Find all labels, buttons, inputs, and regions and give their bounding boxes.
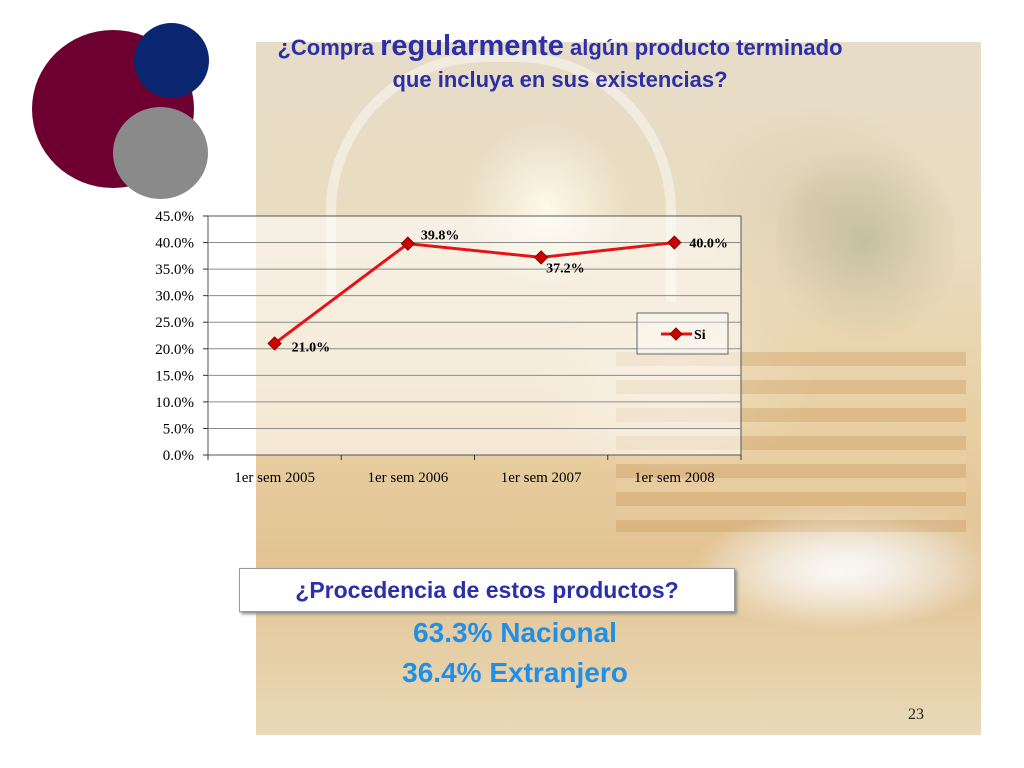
stat-label: Nacional bbox=[500, 617, 617, 648]
legend: Si bbox=[636, 312, 729, 355]
x-tick-label: 1er sem 2006 bbox=[367, 470, 448, 486]
series-si: 21.0% 39.8% 37.2% 40.0% bbox=[267, 229, 728, 355]
y-tick-label: 15.0% bbox=[155, 368, 194, 384]
slide-title: ¿Compra regularmente algún producto term… bbox=[190, 30, 930, 96]
y-tick-label: 35.0% bbox=[155, 262, 194, 278]
y-axis-ticks: 0.0% 5.0% 10.0% 15.0% 20.0% 25.0% 30.0% 35.0% 40… bbox=[155, 209, 208, 464]
background-plant bbox=[776, 132, 956, 352]
title-pre: ¿Compra bbox=[277, 35, 374, 60]
decor-circle-gray bbox=[113, 107, 208, 199]
question-box: ¿Procedencia de estos productos? bbox=[239, 568, 735, 612]
data-point-marker bbox=[533, 250, 549, 265]
legend-label: Si bbox=[694, 328, 706, 343]
y-tick-label: 30.0% bbox=[155, 289, 194, 305]
y-tick-label: 25.0% bbox=[155, 315, 194, 331]
x-tick-label: 1er sem 2007 bbox=[501, 470, 582, 486]
page-number: 23 bbox=[908, 706, 924, 723]
question-text: ¿Procedencia de estos productos? bbox=[295, 576, 679, 603]
stat-nacional: 63.3% Nacional bbox=[330, 617, 700, 649]
y-tick-label: 10.0% bbox=[155, 395, 194, 411]
background-rug bbox=[686, 512, 981, 632]
title-line-2: que incluya en sus existencias? bbox=[392, 67, 728, 92]
title-post: algún producto terminado bbox=[569, 35, 843, 60]
data-point-marker bbox=[667, 235, 682, 250]
legend-marker bbox=[669, 327, 683, 341]
decor-circle-navy bbox=[134, 23, 209, 98]
data-label: 37.2% bbox=[546, 261, 585, 276]
x-tick-label: 1er sem 2008 bbox=[634, 470, 715, 486]
stat-extranjero: 36.4% Extranjero bbox=[330, 657, 700, 689]
title-emphasis: regularmente bbox=[380, 30, 564, 62]
y-tick-label: 40.0% bbox=[155, 236, 194, 252]
stat-value: 36.4% bbox=[402, 657, 482, 688]
title-line-1: ¿Compra regularmente algún producto term… bbox=[190, 30, 930, 64]
data-label: 21.0% bbox=[292, 340, 331, 355]
plot-area bbox=[207, 215, 742, 456]
data-label: 39.8% bbox=[421, 229, 460, 244]
x-axis-ticks: 1er sem 2005 1er sem 2006 1er sem 2007 1er … bbox=[207, 455, 742, 486]
data-point-marker bbox=[400, 236, 416, 251]
data-label: 40.0% bbox=[689, 237, 728, 252]
y-tick-label: 5.0% bbox=[163, 421, 194, 437]
y-tick-label: 20.0% bbox=[155, 342, 194, 358]
x-tick-label: 1er sem 2005 bbox=[234, 470, 315, 486]
background-arch bbox=[326, 52, 676, 302]
y-tick-label: 45.0% bbox=[155, 209, 194, 225]
gridlines bbox=[208, 242, 741, 429]
series-line bbox=[273, 241, 675, 345]
stat-value: 63.3% bbox=[413, 617, 493, 648]
stat-label: Extranjero bbox=[489, 657, 628, 688]
plot-frame bbox=[207, 215, 742, 456]
data-point-marker bbox=[267, 336, 282, 351]
y-tick-label: 0.0% bbox=[163, 448, 194, 464]
